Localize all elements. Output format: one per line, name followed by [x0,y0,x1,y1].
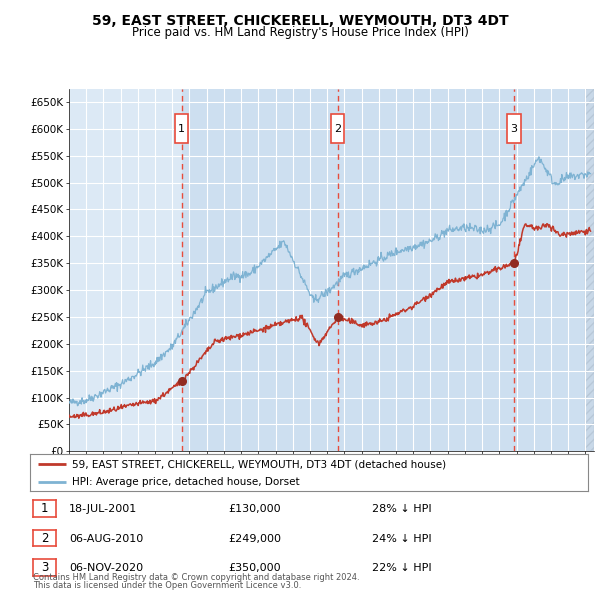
Text: 06-AUG-2010: 06-AUG-2010 [69,534,143,543]
Text: £249,000: £249,000 [228,534,281,543]
Text: 2: 2 [41,532,48,545]
Text: Price paid vs. HM Land Registry's House Price Index (HPI): Price paid vs. HM Land Registry's House … [131,26,469,39]
FancyBboxPatch shape [175,114,188,143]
Bar [338,88,514,451]
Text: 24% ↓ HPI: 24% ↓ HPI [372,534,431,543]
Text: £130,000: £130,000 [228,504,281,514]
Text: 3: 3 [41,561,48,574]
Text: 1: 1 [178,124,185,134]
Text: 59, EAST STREET, CHICKERELL, WEYMOUTH, DT3 4DT (detached house): 59, EAST STREET, CHICKERELL, WEYMOUTH, D… [72,459,446,469]
Text: 2: 2 [334,124,341,134]
Text: This data is licensed under the Open Government Licence v3.0.: This data is licensed under the Open Gov… [33,581,301,590]
Text: 3: 3 [511,124,517,134]
Bar [182,88,338,451]
Text: HPI: Average price, detached house, Dorset: HPI: Average price, detached house, Dors… [72,477,299,487]
Text: Contains HM Land Registry data © Crown copyright and database right 2024.: Contains HM Land Registry data © Crown c… [33,572,359,582]
Text: £350,000: £350,000 [228,563,281,573]
Text: 28% ↓ HPI: 28% ↓ HPI [372,504,431,514]
Bar [586,88,594,451]
Text: 22% ↓ HPI: 22% ↓ HPI [372,563,431,573]
Text: 59, EAST STREET, CHICKERELL, WEYMOUTH, DT3 4DT: 59, EAST STREET, CHICKERELL, WEYMOUTH, D… [92,14,508,28]
Text: 18-JUL-2001: 18-JUL-2001 [69,504,137,514]
Text: 06-NOV-2020: 06-NOV-2020 [69,563,143,573]
FancyBboxPatch shape [507,114,521,143]
Text: 1: 1 [41,502,48,515]
FancyBboxPatch shape [331,114,344,143]
Bar [514,88,594,451]
